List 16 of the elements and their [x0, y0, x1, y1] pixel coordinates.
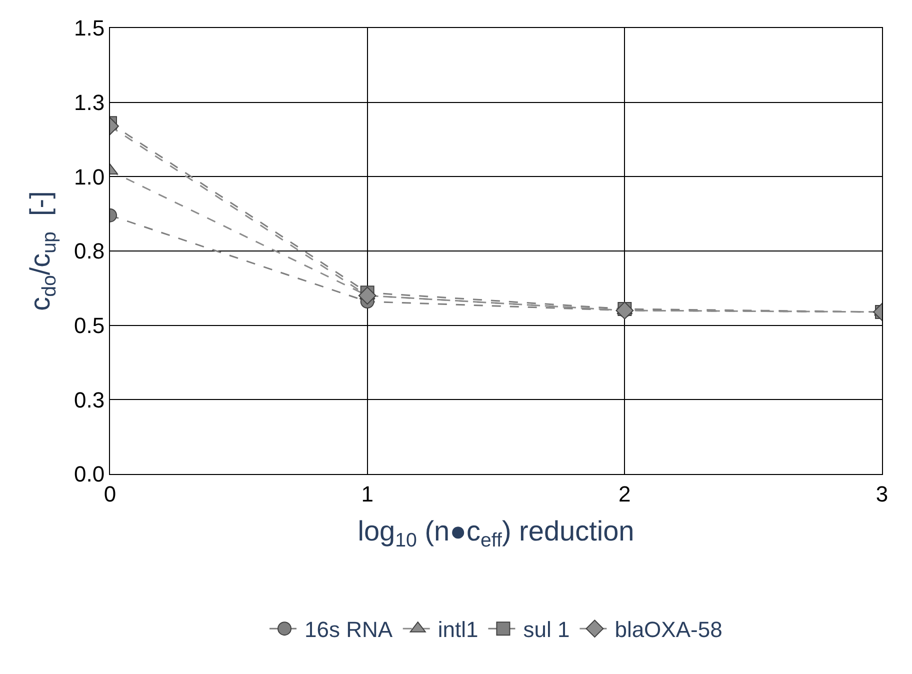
y-tick-label: 0.3: [74, 387, 105, 412]
y-tick-label: 0.5: [74, 313, 105, 338]
y-tick-label: 0.8: [74, 238, 105, 264]
x-tick-label: 1: [361, 481, 374, 506]
y-tick-label: 0.0: [74, 462, 105, 487]
legend-label: 16s RNA: [304, 617, 393, 642]
x-tick-label: 3: [876, 481, 888, 506]
x-tick-label: 0: [104, 481, 116, 506]
y-tick-label: 1.3: [74, 90, 105, 116]
legend-label: sul 1: [523, 617, 570, 642]
x-tick-label: 2: [618, 481, 631, 506]
legend-label: blaOXA-58: [614, 617, 722, 642]
x-axis-title: log$_{10}$ (n●c$_{eff}$) reduction: [358, 516, 634, 552]
y-tick-label: 1.0: [74, 164, 105, 190]
legend-label: intl1: [438, 617, 478, 642]
y-tick-label: 1.5: [74, 16, 105, 41]
